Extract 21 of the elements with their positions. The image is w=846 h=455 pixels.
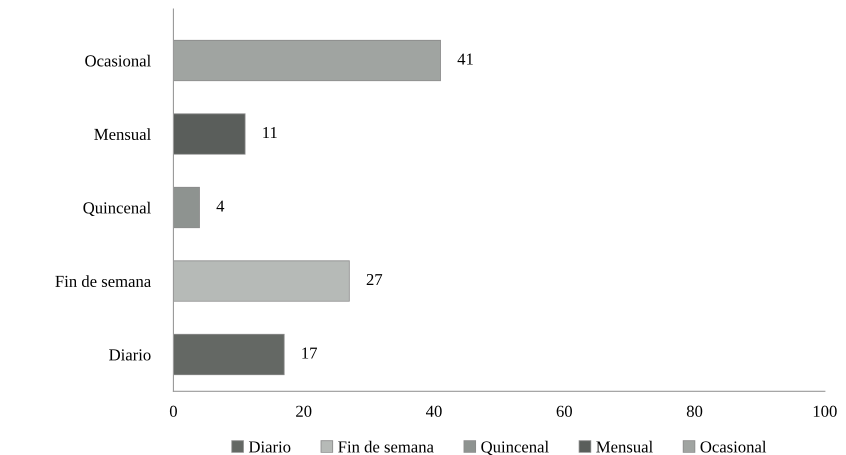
x-tick-label: 60 [556, 406, 572, 417]
data-label: 17 [302, 348, 318, 359]
data-label: 4 [216, 200, 224, 212]
data-label: 27 [366, 274, 382, 286]
y-tick-label: Fin de semana [55, 275, 151, 287]
legend-label: Fin de semana [338, 440, 434, 453]
x-tick-label: 100 [814, 406, 837, 417]
legend-label: Ocasional [700, 440, 766, 453]
data-label: 11 [263, 127, 277, 138]
x-tick-label: 80 [686, 406, 702, 417]
x-tick-label: 0 [170, 406, 177, 417]
legend-label: Diario [248, 441, 290, 453]
y-tick-label: Diario [109, 349, 151, 360]
legend-label: Mensual [596, 440, 653, 453]
y-tick-label: Mensual [94, 128, 151, 140]
y-tick-label: Ocasional [85, 54, 151, 66]
data-label: 41 [458, 54, 473, 65]
x-tick-label: 20 [296, 406, 312, 417]
y-tick-label: Quincenal [83, 202, 151, 216]
x-tick-label: 40 [426, 406, 442, 417]
legend-label: Quincenal [481, 440, 549, 455]
